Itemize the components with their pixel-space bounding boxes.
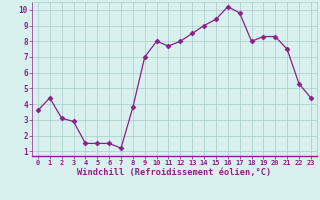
X-axis label: Windchill (Refroidissement éolien,°C): Windchill (Refroidissement éolien,°C) bbox=[77, 168, 272, 177]
